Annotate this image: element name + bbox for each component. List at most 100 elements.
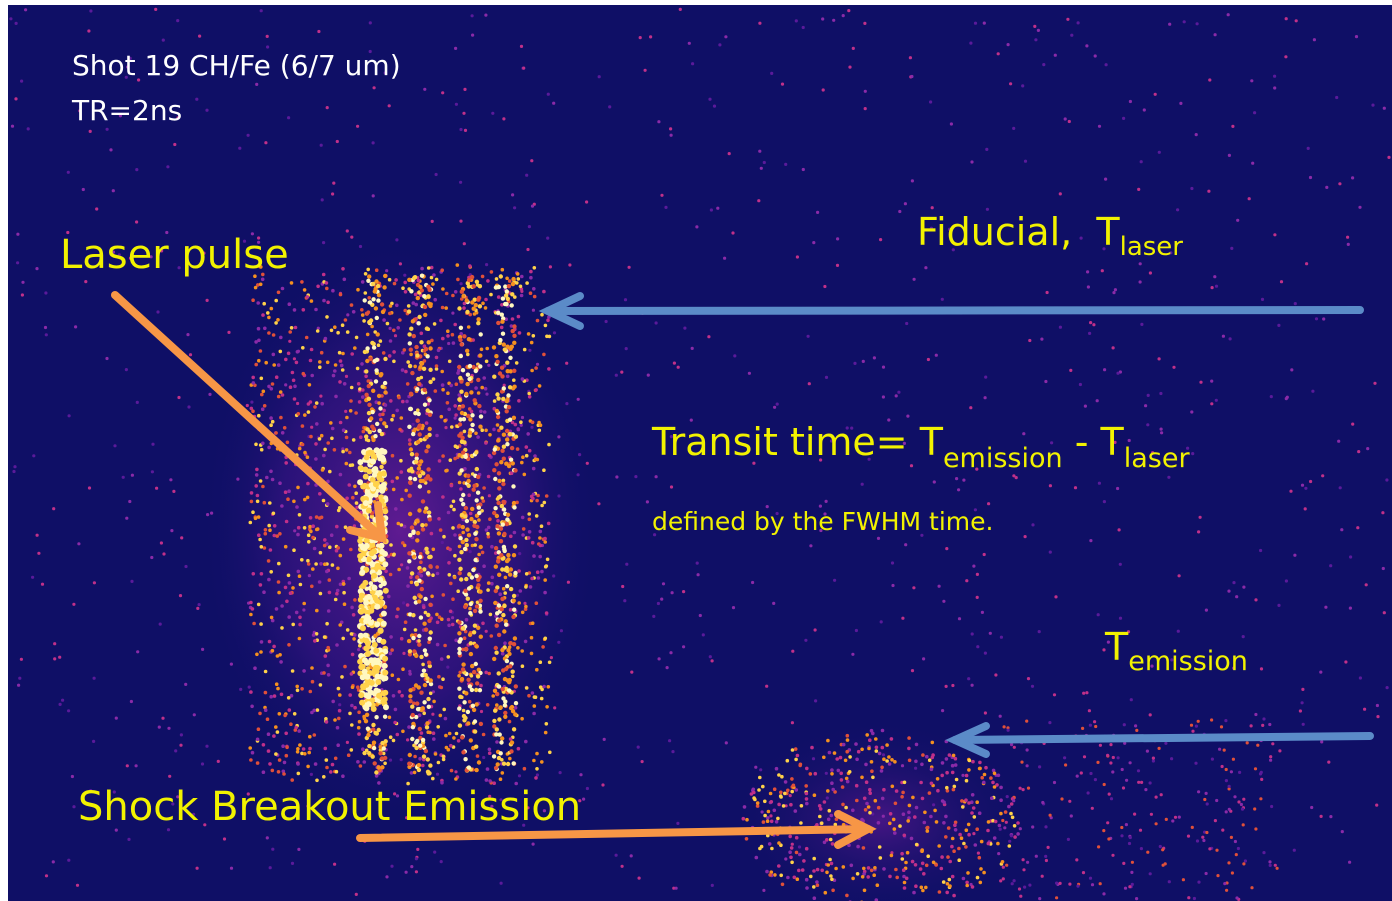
speck	[759, 768, 762, 771]
speck	[1076, 775, 1079, 778]
speck	[1210, 718, 1213, 721]
speck	[377, 401, 381, 405]
speck	[459, 550, 463, 554]
speck	[389, 573, 393, 577]
speck	[880, 620, 883, 623]
speck	[955, 477, 958, 480]
speck	[512, 594, 516, 598]
speck	[1299, 709, 1302, 712]
speck	[325, 758, 329, 762]
speck	[284, 383, 287, 386]
speck	[423, 313, 427, 317]
speck	[1325, 186, 1328, 189]
speck	[161, 717, 164, 720]
speck	[933, 809, 937, 813]
speck	[249, 690, 253, 694]
speck	[340, 675, 344, 679]
speck	[777, 841, 781, 845]
speck	[864, 763, 868, 767]
speck	[1144, 404, 1147, 407]
speck	[486, 703, 490, 707]
speck	[762, 820, 766, 824]
speck	[466, 474, 470, 478]
speck	[372, 141, 375, 144]
speck	[518, 774, 521, 777]
speck	[1006, 795, 1009, 798]
speck	[477, 511, 481, 515]
speck	[898, 210, 901, 213]
speck	[334, 757, 338, 761]
speck	[940, 774, 944, 778]
speck	[441, 383, 445, 387]
speck	[547, 685, 551, 689]
speck	[848, 770, 852, 774]
speck	[288, 330, 292, 334]
speck	[408, 476, 412, 480]
speck	[439, 319, 443, 323]
speck	[374, 604, 380, 610]
speck	[322, 499, 326, 503]
speck	[105, 357, 108, 360]
speck	[921, 889, 925, 893]
speck	[1096, 399, 1099, 402]
speck	[453, 554, 457, 558]
speck	[314, 457, 318, 461]
speck	[781, 83, 784, 86]
speck	[974, 843, 978, 847]
speck	[691, 62, 694, 65]
speck	[1259, 549, 1262, 552]
speck	[417, 634, 421, 638]
speck	[381, 471, 387, 477]
speck	[277, 591, 281, 595]
speck	[1005, 821, 1008, 824]
speck	[408, 442, 412, 446]
speck	[315, 401, 319, 405]
speck	[261, 313, 265, 317]
speck	[1359, 676, 1362, 679]
speck	[530, 369, 534, 373]
speck	[773, 809, 777, 813]
speck	[491, 112, 494, 115]
speck	[1237, 847, 1240, 850]
speck	[826, 789, 830, 793]
speck	[1139, 829, 1142, 832]
speck	[805, 886, 809, 890]
speck	[1242, 798, 1245, 801]
speck	[131, 474, 134, 477]
speck	[1087, 285, 1090, 288]
speck	[384, 739, 388, 743]
speck	[496, 762, 500, 766]
speck	[716, 207, 719, 210]
speck	[500, 320, 504, 324]
speck	[416, 531, 420, 535]
speck	[907, 811, 911, 815]
speck	[318, 516, 322, 520]
speck	[414, 293, 418, 297]
speck	[360, 308, 364, 312]
speck	[855, 784, 859, 788]
speck	[366, 333, 370, 337]
speck	[282, 772, 286, 776]
speck	[364, 272, 368, 276]
speck	[257, 327, 261, 331]
speck	[348, 483, 352, 487]
speck	[512, 334, 516, 338]
speck	[113, 444, 116, 447]
speck	[325, 570, 329, 574]
speck	[341, 637, 345, 641]
speck	[413, 477, 417, 481]
speck	[445, 292, 449, 296]
speck	[895, 394, 898, 397]
speck	[945, 757, 949, 761]
speck	[1295, 19, 1298, 22]
speck	[1262, 717, 1265, 720]
speck	[516, 594, 519, 597]
speck	[882, 815, 885, 818]
speck	[494, 565, 498, 569]
speck	[411, 432, 415, 436]
speck	[436, 572, 440, 576]
speck	[310, 711, 314, 715]
speck	[276, 654, 280, 658]
speck	[710, 208, 713, 211]
speck	[442, 708, 446, 712]
